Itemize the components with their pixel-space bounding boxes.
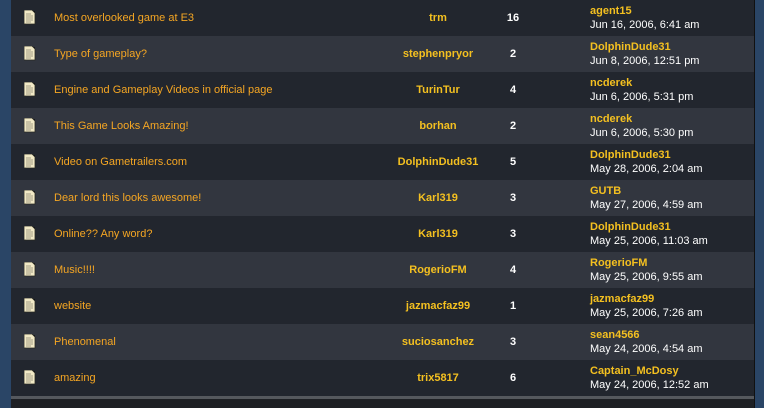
last-post-date: May 24, 2006, 12:52 am bbox=[590, 379, 709, 391]
last-post-user-link[interactable]: DolphinDude31 bbox=[590, 221, 671, 233]
reply-count: 2 bbox=[509, 120, 517, 132]
table-row: Most overlooked game at E3 trm 16 agent1… bbox=[11, 0, 754, 36]
last-post-date: Jun 16, 2006, 6:41 am bbox=[590, 19, 700, 31]
table-row: Video on Gametrailers.com DolphinDude31 … bbox=[11, 144, 754, 180]
topic-document-icon bbox=[23, 153, 36, 169]
reply-count: 5 bbox=[509, 156, 517, 168]
topic-list: Most overlooked game at E3 trm 16 agent1… bbox=[11, 0, 754, 408]
topic-document-icon bbox=[23, 9, 36, 25]
table-footer bbox=[11, 396, 754, 408]
last-post-date: Jun 8, 2006, 12:51 pm bbox=[590, 55, 700, 67]
last-post-user-link[interactable]: sean4566 bbox=[590, 329, 640, 341]
last-post-user-link[interactable]: Captain_McDosy bbox=[590, 365, 679, 377]
topic-document-icon bbox=[23, 333, 36, 349]
right-frame bbox=[754, 0, 764, 408]
topic-document-icon bbox=[23, 369, 36, 385]
topic-document-icon bbox=[23, 297, 36, 313]
reply-count: 6 bbox=[509, 372, 517, 384]
topic-author-link[interactable]: stephenpryor bbox=[402, 48, 474, 60]
topic-title-link[interactable]: Most overlooked game at E3 bbox=[54, 12, 195, 24]
topic-document-icon bbox=[23, 225, 36, 241]
last-post-date: May 28, 2006, 2:04 am bbox=[590, 163, 703, 175]
topic-title-link[interactable]: Dear lord this looks awesome! bbox=[54, 192, 202, 204]
reply-count: 16 bbox=[506, 12, 520, 24]
topic-author-link[interactable]: trix5817 bbox=[417, 372, 459, 384]
topic-title-link[interactable]: This Game Looks Amazing! bbox=[54, 120, 189, 132]
reply-count: 1 bbox=[509, 300, 517, 312]
last-post-user-link[interactable]: agent15 bbox=[590, 5, 632, 17]
topic-author-link[interactable]: jazmacfaz99 bbox=[405, 300, 471, 312]
topic-title-link[interactable]: Video on Gametrailers.com bbox=[54, 156, 188, 168]
last-post-user-link[interactable]: ncderek bbox=[590, 113, 633, 125]
topic-title-link[interactable]: Music!!!! bbox=[54, 264, 95, 276]
topic-title-link[interactable]: Engine and Gameplay Videos in official p… bbox=[54, 84, 273, 96]
last-post-date: Jun 6, 2006, 5:30 pm bbox=[590, 127, 694, 139]
topic-author-link[interactable]: borhan bbox=[419, 120, 457, 132]
topic-document-icon bbox=[23, 117, 36, 133]
topic-title-link[interactable]: Online?? Any word? bbox=[54, 228, 153, 240]
table-row: Type of gameplay? stephenpryor 2 Dolphin… bbox=[11, 36, 754, 72]
topic-document-icon bbox=[23, 261, 36, 277]
topic-author-link[interactable]: Karl319 bbox=[418, 192, 458, 204]
table-row: This Game Looks Amazing! borhan 2 ncdere… bbox=[11, 108, 754, 144]
topic-title-link[interactable]: website bbox=[54, 300, 92, 312]
topic-document-icon bbox=[23, 81, 36, 97]
topic-title-link[interactable]: Phenomenal bbox=[54, 336, 116, 348]
reply-count: 4 bbox=[509, 264, 517, 276]
topic-author-link[interactable]: Karl319 bbox=[418, 228, 458, 240]
reply-count: 3 bbox=[509, 228, 517, 240]
last-post-user-link[interactable]: RogerioFM bbox=[590, 257, 648, 269]
topic-author-link[interactable]: suciosanchez bbox=[401, 336, 475, 348]
topic-document-icon bbox=[23, 189, 36, 205]
last-post-date: May 25, 2006, 11:03 am bbox=[590, 235, 708, 247]
table-row: Phenomenal suciosanchez 3 sean4566 May 2… bbox=[11, 324, 754, 360]
topic-title-link[interactable]: Type of gameplay? bbox=[54, 48, 147, 60]
last-post-user-link[interactable]: DolphinDude31 bbox=[590, 149, 671, 161]
topic-author-link[interactable]: trm bbox=[429, 12, 447, 24]
last-post-user-link[interactable]: jazmacfaz99 bbox=[590, 293, 655, 305]
reply-count: 4 bbox=[509, 84, 517, 96]
table-row: Engine and Gameplay Videos in official p… bbox=[11, 72, 754, 108]
reply-count: 3 bbox=[509, 336, 517, 348]
topic-document-icon bbox=[23, 45, 36, 61]
last-post-user-link[interactable]: DolphinDude31 bbox=[590, 41, 671, 53]
last-post-date: May 25, 2006, 7:26 am bbox=[590, 307, 703, 319]
table-row: website jazmacfaz99 1 jazmacfaz99 May 25… bbox=[11, 288, 754, 324]
table-row: Dear lord this looks awesome! Karl319 3 … bbox=[11, 180, 754, 216]
last-post-date: May 25, 2006, 9:55 am bbox=[590, 271, 703, 283]
last-post-date: May 24, 2006, 4:54 am bbox=[590, 343, 703, 355]
topic-author-link[interactable]: TurinTur bbox=[416, 84, 460, 96]
topic-author-link[interactable]: DolphinDude31 bbox=[397, 156, 479, 168]
last-post-user-link[interactable]: GUTB bbox=[590, 185, 622, 197]
topic-title-link[interactable]: amazing bbox=[54, 372, 96, 384]
table-row: Music!!!! RogerioFM 4 RogerioFM May 25, … bbox=[11, 252, 754, 288]
last-post-date: May 27, 2006, 4:59 am bbox=[590, 199, 703, 211]
topic-author-link[interactable]: RogerioFM bbox=[409, 264, 467, 276]
table-row: amazing trix5817 6 Captain_McDosy May 24… bbox=[11, 360, 754, 396]
reply-count: 2 bbox=[509, 48, 517, 60]
reply-count: 3 bbox=[509, 192, 517, 204]
last-post-date: Jun 6, 2006, 5:31 pm bbox=[590, 91, 694, 103]
table-row: Online?? Any word? Karl319 3 DolphinDude… bbox=[11, 216, 754, 252]
last-post-user-link[interactable]: ncderek bbox=[590, 77, 633, 89]
